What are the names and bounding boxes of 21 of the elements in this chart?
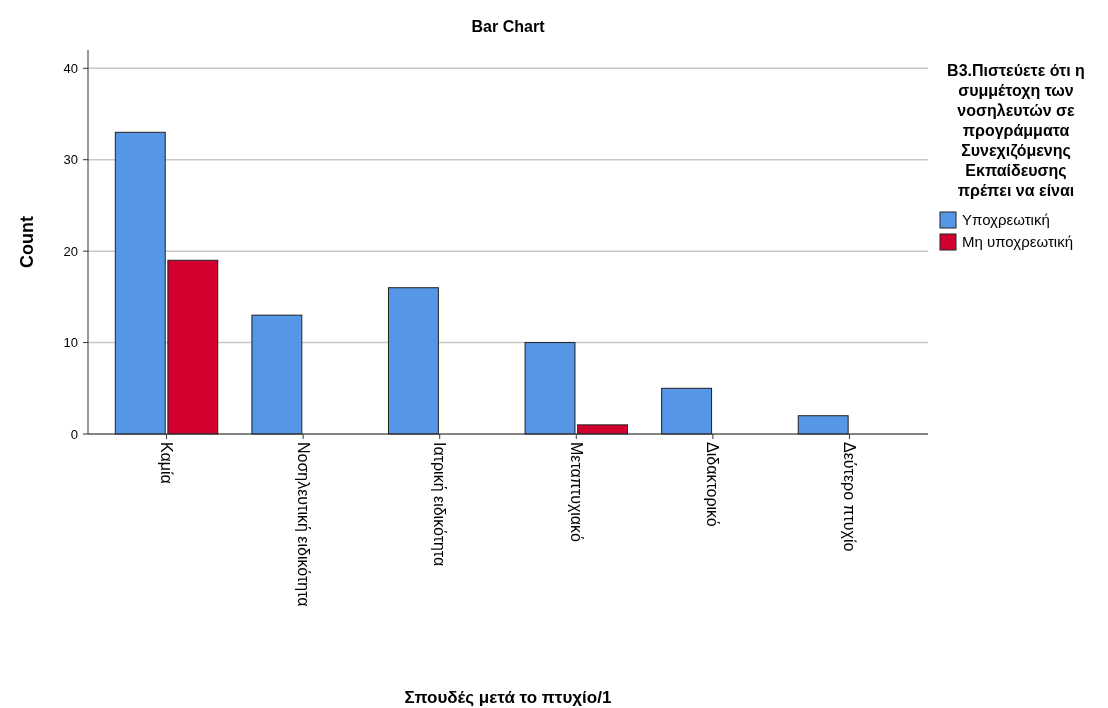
y-axis-title: Count <box>17 216 37 268</box>
y-tick-label: 0 <box>70 426 78 442</box>
bar <box>797 415 849 435</box>
y-tick-label: 20 <box>63 243 78 259</box>
y-tick-label: 10 <box>63 335 78 351</box>
chart-title: Bar Chart <box>471 18 546 35</box>
bar <box>661 387 713 435</box>
y-tick-label: 30 <box>63 152 78 168</box>
x-axis-title: Σπουδές μετά το πτυχίο/1 <box>404 688 612 707</box>
x-tick-label: Διδακτορικό <box>704 442 722 527</box>
x-tick-label: Ιατρική ειδικότητα <box>431 442 449 567</box>
legend-title: B3.Πιστεύετε ότι η συμμέτοχη των νοσηλευτών σε προγράμματα Συνεχιζόμενης Εκπαίδευσης πρέπει να είναι <box>947 62 1085 199</box>
x-tick-label: Μεταπτυχιακό <box>567 442 585 542</box>
legend-label: Υποχρεωτική <box>962 211 1050 229</box>
x-tick-label: Νοσηλευτική ειδικότητα <box>294 442 312 607</box>
bar <box>251 314 303 435</box>
y-tick-label: 40 <box>63 60 78 76</box>
legend-label: Μη υποχρεωτική <box>962 233 1073 251</box>
x-tick-label: Καμία <box>157 442 175 484</box>
bar <box>387 287 439 435</box>
x-tick-label: Δεύτερο πτυχίο <box>840 442 858 552</box>
